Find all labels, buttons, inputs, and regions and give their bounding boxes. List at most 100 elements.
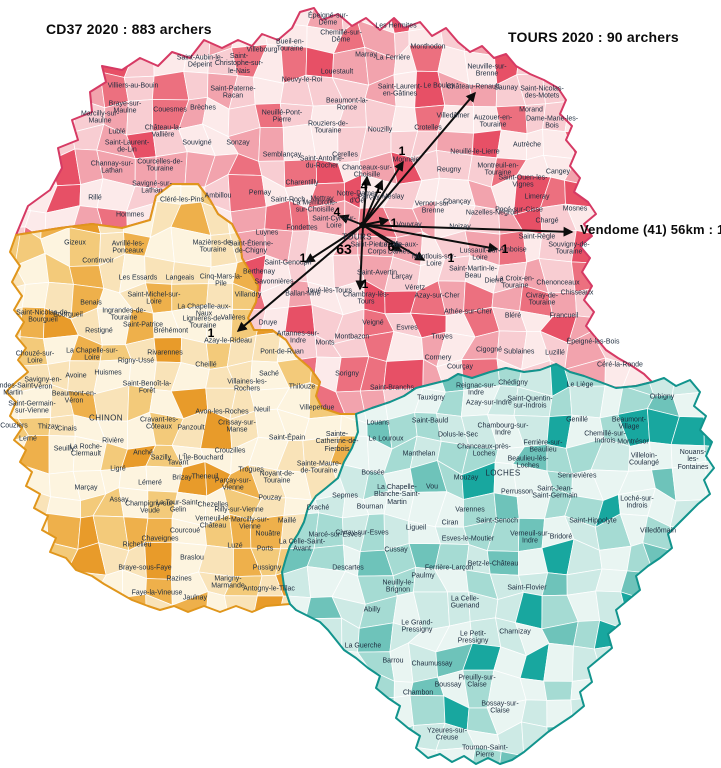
commune-cell <box>314 0 342 4</box>
commune-cell <box>677 175 708 209</box>
commune-cell <box>437 8 471 27</box>
commune-cell <box>0 258 3 293</box>
flow-count-Amboise: 1 <box>501 242 509 256</box>
commune-cell <box>16 99 27 138</box>
commune-cell <box>234 623 262 653</box>
commune-cell <box>567 44 605 85</box>
commune-cell <box>303 727 337 754</box>
commune-cell <box>283 159 318 189</box>
commune-cell <box>16 51 33 85</box>
commune-cell <box>25 593 51 612</box>
commune-cell <box>251 331 282 363</box>
commune-cell <box>134 156 157 190</box>
commune-cell <box>523 8 547 32</box>
commune-cell <box>361 697 395 736</box>
commune-cell <box>230 623 258 653</box>
flow-arrow-Azay-le-Rideau <box>236 224 364 332</box>
commune-cell <box>385 0 418 6</box>
commune-cell <box>118 487 149 519</box>
flow-count-Saint-Cyr-sur-Loire: 4 <box>333 205 341 219</box>
commune-cell <box>643 336 652 367</box>
commune-cell <box>118 593 147 612</box>
commune-cell <box>0 314 1 344</box>
commune-cell <box>593 619 631 650</box>
commune-cell <box>677 49 709 81</box>
commune-cell <box>648 278 652 315</box>
commune-cell <box>590 312 623 336</box>
commune-cell <box>74 619 97 647</box>
commune-cell <box>654 646 681 683</box>
commune-cell <box>626 728 649 758</box>
flow-arrow-Vendome <box>362 224 574 237</box>
commune-cell <box>697 595 714 632</box>
commune-cell <box>24 101 55 130</box>
flow-arrow-Saint-Cyr-sur-Loire <box>338 214 364 226</box>
commune-cell <box>282 724 291 756</box>
commune-cell <box>357 0 392 6</box>
commune-cell <box>0 617 28 658</box>
commune-cell <box>620 313 649 338</box>
commune-cell <box>549 753 577 764</box>
commune-cell <box>119 620 156 647</box>
commune-cell <box>544 0 577 4</box>
commune-cell <box>0 388 3 415</box>
tours-club-count: 63 <box>336 241 352 257</box>
commune-cell <box>591 696 632 736</box>
commune-cell <box>674 314 708 340</box>
commune-cell <box>183 55 210 74</box>
commune-cell <box>40 591 82 612</box>
commune-cell <box>282 619 284 654</box>
commune-cell <box>486 550 519 576</box>
commune-cell <box>653 566 679 605</box>
commune-cell <box>594 279 626 319</box>
commune-cell <box>416 0 438 6</box>
flow-arrow-Parçay-Meslay <box>362 179 384 226</box>
flow-count-Vouvray: 1 <box>390 216 398 230</box>
commune-cell <box>594 745 629 764</box>
commune-cell <box>6 486 30 528</box>
commune-cell <box>619 82 652 104</box>
commune-cell <box>180 185 202 205</box>
commune-cell <box>0 314 5 344</box>
commune-cell <box>40 570 80 595</box>
commune-cell <box>6 184 28 212</box>
commune-cell <box>624 262 652 287</box>
commune-cell <box>671 155 700 187</box>
commune-cell <box>543 680 573 701</box>
commune-cell <box>617 8 652 25</box>
commune-cell <box>695 746 714 764</box>
commune-cell <box>0 20 7 54</box>
commune-cell <box>50 71 83 110</box>
commune-cell <box>0 367 3 389</box>
commune-cell <box>144 517 173 544</box>
commune-cell <box>144 541 173 580</box>
commune-cell <box>230 695 257 725</box>
commune-cell <box>471 129 502 159</box>
commune-cell <box>619 100 652 135</box>
commune-cell <box>0 160 7 189</box>
commune-cell <box>541 72 579 105</box>
annotation-vendome: Vendome (41) 56km : 1 <box>580 222 721 237</box>
commune-cell <box>93 619 128 647</box>
commune-cell <box>629 630 657 648</box>
commune-cell <box>643 364 678 367</box>
commune-cell <box>123 75 155 102</box>
commune-cell <box>16 20 33 55</box>
commune-cell <box>626 642 658 678</box>
commune-cell <box>282 648 319 680</box>
commune-cell <box>436 149 473 181</box>
flow-arrow-La Ville-aux-Dames <box>362 224 403 252</box>
commune-cell <box>701 498 714 525</box>
commune-cell <box>330 697 363 737</box>
commune-cell <box>517 517 545 552</box>
commune-cell <box>671 364 705 396</box>
commune-cell <box>619 279 652 315</box>
commune-cell <box>677 337 708 364</box>
flow-count-Monnaie: 1 <box>398 144 406 158</box>
commune-cell <box>390 105 419 133</box>
commune-cell <box>645 314 677 338</box>
commune-cell <box>282 676 294 710</box>
commune-cell <box>280 23 308 48</box>
commune-cell <box>48 414 76 437</box>
region-chinon-border <box>5 183 359 613</box>
